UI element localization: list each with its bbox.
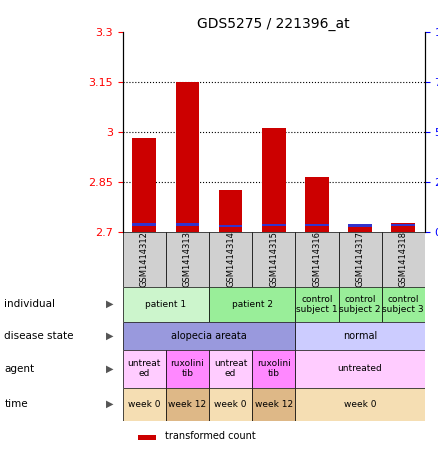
Bar bbox=[123, 388, 166, 421]
Bar bbox=[138, 435, 156, 440]
Text: untreat
ed: untreat ed bbox=[127, 359, 161, 378]
Text: time: time bbox=[4, 399, 28, 409]
Bar bbox=[348, 225, 372, 232]
Bar bbox=[381, 232, 425, 287]
Text: GSM1414315: GSM1414315 bbox=[269, 231, 278, 287]
Text: untreated: untreated bbox=[338, 364, 382, 373]
Text: control
subject 2: control subject 2 bbox=[339, 294, 381, 314]
Title: GDS5275 / 221396_at: GDS5275 / 221396_at bbox=[198, 17, 350, 31]
Text: untreat
ed: untreat ed bbox=[214, 359, 247, 378]
Text: week 0: week 0 bbox=[128, 400, 160, 409]
Bar bbox=[262, 128, 286, 232]
Bar bbox=[392, 223, 415, 232]
Bar bbox=[295, 232, 339, 287]
Text: week 12: week 12 bbox=[254, 400, 293, 409]
Bar bbox=[209, 350, 252, 388]
Bar bbox=[176, 223, 199, 226]
Text: ruxolini
tib: ruxolini tib bbox=[257, 359, 291, 378]
Bar bbox=[295, 287, 339, 322]
Text: ▶: ▶ bbox=[106, 331, 114, 341]
Text: normal: normal bbox=[343, 331, 377, 341]
Text: GSM1414314: GSM1414314 bbox=[226, 231, 235, 287]
Text: control
subject 1: control subject 1 bbox=[296, 294, 338, 314]
Bar bbox=[123, 322, 295, 350]
Text: week 12: week 12 bbox=[168, 400, 206, 409]
Text: GSM1414312: GSM1414312 bbox=[140, 231, 149, 287]
Bar bbox=[262, 224, 286, 226]
Bar bbox=[252, 350, 295, 388]
Text: ruxolini
tib: ruxolini tib bbox=[170, 359, 204, 378]
Bar bbox=[305, 224, 329, 226]
Text: GSM1414313: GSM1414313 bbox=[183, 231, 192, 287]
Bar bbox=[392, 224, 415, 226]
Bar bbox=[252, 388, 295, 421]
Bar bbox=[295, 322, 425, 350]
Bar bbox=[132, 138, 156, 232]
Bar bbox=[295, 388, 425, 421]
Bar bbox=[381, 287, 425, 322]
Bar bbox=[132, 223, 156, 226]
Bar bbox=[166, 388, 209, 421]
Text: GSM1414318: GSM1414318 bbox=[399, 231, 408, 287]
Text: GSM1414317: GSM1414317 bbox=[356, 231, 364, 287]
Bar bbox=[123, 232, 166, 287]
Bar bbox=[252, 232, 295, 287]
Bar bbox=[305, 177, 329, 232]
Text: control
subject 3: control subject 3 bbox=[382, 294, 424, 314]
Bar bbox=[166, 350, 209, 388]
Bar bbox=[339, 287, 381, 322]
Text: transformed count: transformed count bbox=[165, 431, 256, 441]
Bar bbox=[209, 388, 252, 421]
Bar bbox=[219, 190, 243, 232]
Text: agent: agent bbox=[4, 364, 35, 374]
Text: disease state: disease state bbox=[4, 331, 74, 341]
Bar bbox=[166, 232, 209, 287]
Text: individual: individual bbox=[4, 299, 55, 309]
Text: patient 2: patient 2 bbox=[232, 300, 273, 308]
Text: ▶: ▶ bbox=[106, 364, 114, 374]
Bar bbox=[209, 287, 295, 322]
Bar bbox=[209, 232, 252, 287]
Bar bbox=[123, 350, 166, 388]
Text: alopecia areata: alopecia areata bbox=[171, 331, 247, 341]
Bar bbox=[176, 82, 199, 232]
Text: ▶: ▶ bbox=[106, 299, 114, 309]
Bar bbox=[295, 350, 425, 388]
Text: GSM1414316: GSM1414316 bbox=[312, 231, 321, 287]
Text: week 0: week 0 bbox=[214, 400, 247, 409]
Bar bbox=[219, 225, 243, 227]
Text: patient 1: patient 1 bbox=[145, 300, 187, 308]
Bar bbox=[123, 287, 209, 322]
Text: week 0: week 0 bbox=[344, 400, 376, 409]
Bar bbox=[348, 224, 372, 226]
Bar bbox=[339, 232, 381, 287]
Text: ▶: ▶ bbox=[106, 399, 114, 409]
